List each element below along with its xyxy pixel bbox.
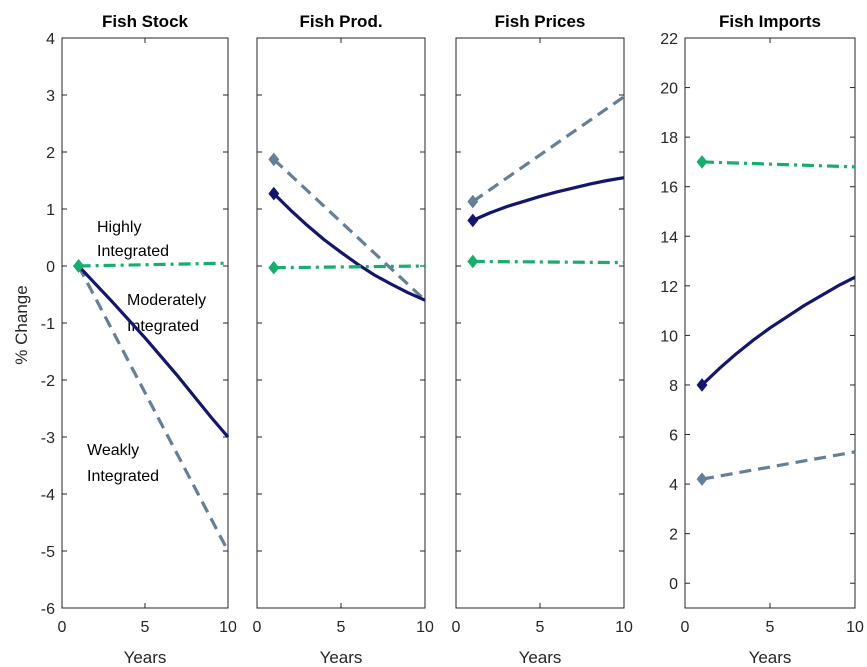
panel-fish-imports: Fish Imports Years 0 5 10 0 2 4 6 8 10 12 14 16 18 20… <box>660 12 864 667</box>
y-tick-label: -5 <box>41 544 55 561</box>
x-tick-label: 5 <box>141 619 150 636</box>
x-tick-label: 0 <box>452 619 461 636</box>
series-marker-high <box>73 259 85 273</box>
series-marker-moderate <box>467 213 479 228</box>
series-line-high <box>273 264 426 270</box>
y-tick-label: 22 <box>660 31 678 48</box>
y-tick-label: 10 <box>660 328 678 345</box>
series-marker-weak <box>467 194 479 209</box>
series-line-weak <box>77 265 230 552</box>
y-tick-label: 6 <box>669 428 678 445</box>
series-marker-weak <box>696 472 708 486</box>
series-line-high <box>701 160 856 169</box>
x-tick-label: 0 <box>681 619 690 636</box>
y-tick-label: 3 <box>46 88 55 105</box>
y-tick-label: -4 <box>41 487 55 504</box>
y-tick-label: 16 <box>660 180 678 197</box>
x-tick-label: 10 <box>846 619 864 636</box>
panel-title: Fish Prices <box>495 12 586 31</box>
series-marker-weak <box>268 152 280 167</box>
x-tick-label: 0 <box>58 619 67 636</box>
x-tick-label: 5 <box>766 619 775 636</box>
x-axis-label: Years <box>519 648 562 667</box>
series-marker-moderate <box>268 186 280 201</box>
annotation-highly-line1: Highly <box>97 219 141 236</box>
y-tick-label: 4 <box>46 31 55 48</box>
panel-title: Fish Prod. <box>299 12 382 31</box>
y-tick-label: 2 <box>46 145 55 162</box>
annotation-weakly-line1: Weakly <box>87 442 139 459</box>
y-tick-label: -2 <box>41 373 55 390</box>
series-marker-high <box>467 254 479 269</box>
annotation-moderately-line1: Moderately <box>127 292 206 309</box>
y-tick-label: 0 <box>669 576 678 593</box>
x-tick-label: 10 <box>416 619 434 636</box>
x-tick-label: 5 <box>536 619 545 636</box>
x-axis-label: Years <box>320 648 363 667</box>
y-tick-label: 4 <box>669 477 678 494</box>
y-tick-label: 1 <box>46 202 55 219</box>
series-marker-high <box>268 260 280 275</box>
panel-fish-prod: Fish Prod. Years 0 5 10 <box>253 12 434 667</box>
y-axis-label: % Change <box>12 285 31 364</box>
y-tick-label: 14 <box>660 229 678 246</box>
series-line-moderate <box>272 192 426 302</box>
series-line-weak <box>471 95 625 203</box>
panel-title: Fish Imports <box>719 12 821 31</box>
panel-fish-stock: Fish Stock Years % Change Highly Integra… <box>12 12 237 667</box>
series-marker-moderate <box>696 378 708 392</box>
y-tick-label: 18 <box>660 130 678 147</box>
y-tick-label: -6 <box>41 601 55 618</box>
series-line-high <box>472 259 625 265</box>
annotation-highly-line2: Integrated <box>97 243 169 260</box>
x-axis-label: Years <box>124 648 167 667</box>
x-tick-label: 0 <box>253 619 262 636</box>
series-line-moderate <box>472 176 625 222</box>
series-line-moderate <box>77 264 230 439</box>
x-tick-label: 5 <box>337 619 346 636</box>
series-line-moderate <box>700 275 856 387</box>
y-tick-label: 12 <box>660 279 678 296</box>
x-axis-label: Years <box>749 648 792 667</box>
y-tick-label: -3 <box>41 430 55 447</box>
x-tick-label: 10 <box>219 619 237 636</box>
panel-title: Fish Stock <box>102 12 189 31</box>
y-tick-label: -1 <box>41 316 55 333</box>
annotation-moderately-line2: Integrated <box>127 318 199 335</box>
x-tick-label: 10 <box>615 619 633 636</box>
y-tick-label: 0 <box>46 259 55 276</box>
y-tick-label: 20 <box>660 81 678 98</box>
panel-fish-prices: Fish Prices Years 0 5 10 <box>452 12 633 667</box>
series-line-weak <box>272 158 427 302</box>
series-line-weak <box>701 450 856 481</box>
y-tick-label: 8 <box>669 378 678 395</box>
annotation-weakly-line2: Integrated <box>87 468 159 485</box>
y-tick-label: 2 <box>669 527 678 544</box>
series-marker-high <box>696 155 708 169</box>
